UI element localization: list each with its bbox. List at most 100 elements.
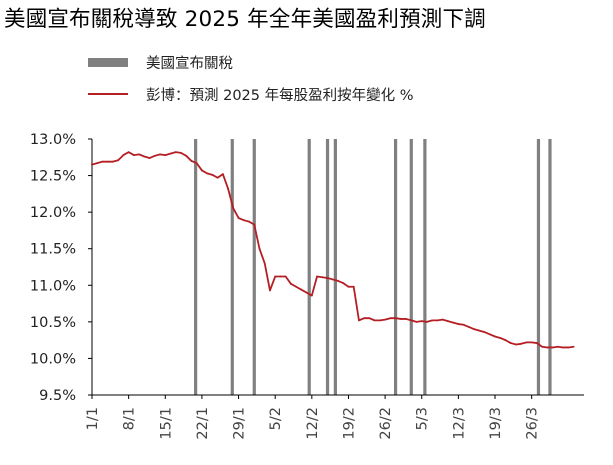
eps-point-71: [462, 323, 465, 326]
eps-point-46: [331, 278, 334, 281]
eps-point-92: [572, 345, 575, 348]
eps-point-74: [478, 329, 481, 332]
eps-point-89: [556, 345, 559, 348]
eps-point-85: [535, 342, 538, 344]
eps-point-79: [504, 339, 507, 342]
eps-point-77: [494, 335, 496, 338]
x-tick-label-1: 8/1: [122, 407, 138, 430]
tariff-announcement-bar-0: [194, 139, 198, 395]
eps-point-43: [316, 275, 318, 278]
eps-point-57: [389, 317, 392, 320]
eps-point-23: [211, 173, 214, 176]
x-tick-label-4: 29/1: [232, 407, 248, 440]
x-tick-label-2: 15/1: [158, 407, 174, 440]
legend-label-tariff: 美國宣布關稅: [146, 55, 233, 72]
eps-point-91: [567, 346, 570, 349]
y-tick-label-0: 9.5%: [39, 388, 76, 404]
x-tick-label-11: 19/3: [488, 407, 504, 440]
eps-point-86: [541, 345, 544, 348]
tariff-announcement-bar-9: [536, 139, 541, 395]
y-tick-label-1: 10.0%: [30, 351, 76, 367]
eps-point-51: [358, 319, 360, 322]
tariff-announcement-bar-1: [230, 139, 234, 395]
eps-point-17: [180, 152, 182, 154]
eps-point-69: [452, 321, 455, 324]
eps-point-12: [153, 154, 156, 157]
eps-point-87: [546, 346, 549, 349]
x-tick-label-3: 22/1: [195, 407, 211, 440]
eps-point-6: [122, 154, 125, 156]
eps-point-7: [127, 151, 130, 154]
eps-point-34: [269, 289, 271, 292]
legend-item-tariff: 美國宣布關稅: [88, 52, 233, 72]
legend-swatch-tariff: [88, 57, 128, 67]
eps-point-55: [378, 319, 381, 322]
eps-point-73: [473, 328, 475, 331]
x-tick-label-0: 1/1: [85, 407, 101, 430]
eps-point-88: [551, 346, 554, 349]
eps-point-2: [101, 160, 104, 163]
eps-point-66: [436, 319, 439, 322]
eps-point-81: [515, 343, 517, 346]
eps-point-63: [420, 320, 423, 323]
y-tick-label-3: 11.0%: [30, 278, 76, 294]
eps-point-78: [499, 337, 502, 339]
eps-point-56: [384, 318, 387, 321]
legend-swatch-eps: [88, 93, 128, 95]
legend-item-eps: 彭博：預測 2025 年每股盈利按年變化 %: [88, 84, 414, 104]
tariff-announcement-bar-2: [252, 139, 256, 395]
eps-point-50: [352, 285, 355, 288]
eps-point-31: [253, 223, 256, 226]
eps-series-line-0: [91, 151, 575, 349]
eps-point-80: [509, 342, 512, 344]
eps-point-70: [457, 323, 460, 325]
eps-point-68: [447, 320, 449, 323]
eps-point-1: [96, 162, 99, 165]
eps-point-76: [488, 333, 491, 336]
eps-point-37: [284, 275, 287, 278]
tariff-announcement-bar-8: [423, 139, 427, 395]
eps-point-24: [216, 176, 219, 179]
eps-point-65: [431, 319, 434, 322]
eps-point-75: [483, 331, 486, 333]
tariff-announcement-bar-3: [307, 139, 311, 395]
eps-point-42: [310, 294, 313, 297]
eps-point-52: [363, 317, 366, 320]
y-tick-label-4: 11.5%: [30, 242, 76, 258]
eps-point-11: [148, 157, 151, 159]
eps-point-33: [263, 262, 266, 265]
y-tick-label-5: 12.0%: [30, 205, 76, 221]
x-tick-label-5: 5/2: [268, 407, 284, 430]
eps-point-67: [441, 318, 444, 321]
eps-point-64: [426, 320, 428, 323]
eps-point-62: [415, 320, 418, 323]
eps-point-72: [467, 326, 470, 328]
x-tick-label-12: 26/3: [525, 407, 541, 440]
eps-point-49: [347, 285, 350, 288]
eps-point-53: [368, 317, 371, 320]
eps-point-60: [405, 318, 407, 320]
eps-point-40: [300, 288, 303, 291]
x-tick-label-6: 12/2: [305, 407, 321, 440]
eps-point-90: [562, 346, 564, 349]
x-tick-label-8: 26/2: [378, 407, 394, 440]
tariff-announcement-bar-6: [393, 139, 398, 395]
eps-point-82: [520, 342, 523, 345]
eps-point-26: [227, 187, 229, 190]
eps-point-14: [164, 154, 167, 156]
legend-label-eps: 彭博：預測 2025 年每股盈利按年變化 %: [146, 87, 414, 104]
eps-point-0: [91, 163, 93, 166]
chart-title: 美國宣布關稅導致 2025 年全年美國盈利預測下調: [4, 7, 486, 32]
eps-point-61: [410, 319, 413, 322]
tariff-announcement-bar-7: [409, 139, 413, 395]
eps-point-38: [289, 282, 292, 285]
eps-point-4: [112, 160, 114, 163]
eps-point-32: [258, 247, 261, 250]
eps-point-84: [530, 341, 533, 344]
eps-point-30: [248, 220, 250, 223]
eps-point-39: [295, 285, 298, 288]
eps-point-21: [201, 169, 203, 172]
eps-point-3: [106, 160, 109, 163]
eps-point-58: [394, 317, 397, 320]
